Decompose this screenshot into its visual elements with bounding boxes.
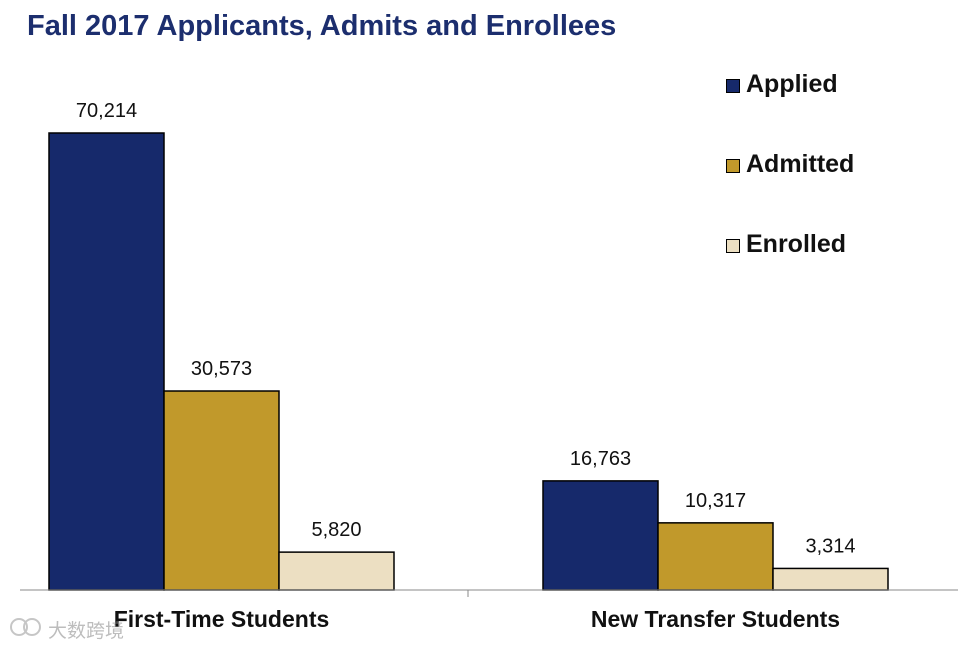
- data-labels-group: 70,214 30,573 5,820 16,763 10,317 3,314: [76, 100, 856, 557]
- category-label-first-time-students: First-Time Students: [114, 606, 330, 632]
- data-label-applied-first-time-students: 70,214: [76, 100, 137, 122]
- bar-admitted-first-time-students: [163, 390, 280, 591]
- data-label-admitted-first-time-students: 30,573: [191, 358, 252, 380]
- legend-swatch-admitted: [726, 159, 740, 173]
- legend-swatch-enrolled: [726, 239, 740, 253]
- bar-applied-new-transfer-students: [542, 480, 659, 591]
- watermark-logo-icon: [10, 618, 41, 636]
- bar-enrolled-new-transfer-students: [772, 567, 889, 591]
- legend-swatch-applied: [726, 79, 740, 93]
- category-labels-group: First-Time Students New Transfer Students: [114, 606, 840, 632]
- watermark: 大数跨境: [8, 614, 128, 642]
- category-label-new-transfer-students: New Transfer Students: [591, 606, 840, 632]
- watermark-text: 大数跨境: [48, 620, 125, 642]
- legend-label-admitted: Admitted: [746, 150, 855, 178]
- bar-applied-first-time-students: [48, 132, 165, 591]
- chart-title: Fall 2017 Applicants, Admits and Enrolle…: [27, 10, 617, 42]
- legend-label-applied: Applied: [746, 70, 838, 98]
- legend-label-enrolled: Enrolled: [746, 230, 847, 258]
- bars-group: [48, 132, 889, 591]
- bar-admitted-new-transfer-students: [657, 522, 774, 591]
- data-label-enrolled-first-time-students: 5,820: [311, 519, 361, 541]
- data-label-admitted-new-transfer-students: 10,317: [685, 490, 746, 512]
- data-label-applied-new-transfer-students: 16,763: [570, 448, 631, 470]
- bar-enrolled-first-time-students: [278, 551, 395, 591]
- data-label-enrolled-new-transfer-students: 3,314: [805, 535, 855, 557]
